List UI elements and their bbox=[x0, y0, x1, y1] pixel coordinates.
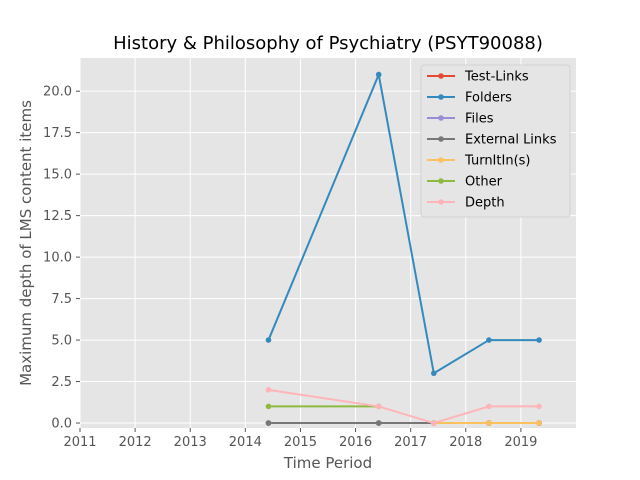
data-point bbox=[536, 420, 542, 426]
x-tick-label: 2017 bbox=[394, 435, 427, 450]
data-point bbox=[265, 403, 272, 410]
y-axis-ticks: 0.0 2.5 5.0 7.5 10.0 12.5 15.0 17.5 20.0 bbox=[43, 85, 80, 432]
data-point bbox=[486, 420, 492, 426]
legend-swatch-marker bbox=[438, 199, 444, 205]
y-tick-label: 2.5 bbox=[51, 375, 72, 390]
legend-swatch-marker bbox=[438, 115, 444, 121]
x-tick-label: 2019 bbox=[504, 435, 537, 450]
x-tick-label: 2012 bbox=[119, 435, 152, 450]
legend-entry: Test-Links bbox=[427, 70, 529, 85]
x-axis-ticks: 2011 2012 2013 2014 2015 2016 2017 2018 2019 bbox=[63, 428, 537, 450]
data-point bbox=[536, 337, 542, 343]
x-tick-label: 2018 bbox=[449, 435, 482, 450]
data-point bbox=[431, 370, 437, 377]
series-folders bbox=[265, 71, 542, 377]
chart-title: History & Philosophy of Psychiatry (PSYT… bbox=[113, 33, 543, 54]
y-tick-label: 10.0 bbox=[43, 251, 72, 266]
y-tick-label: 5.0 bbox=[51, 334, 72, 349]
legend-swatch-marker bbox=[438, 157, 444, 163]
x-tick-label: 2013 bbox=[174, 435, 207, 450]
legend-entry: Folders bbox=[427, 91, 512, 106]
legend-label: Files bbox=[465, 112, 494, 127]
legend-label: Folders bbox=[465, 91, 512, 106]
x-tick-label: 2011 bbox=[63, 435, 96, 450]
data-point bbox=[265, 387, 272, 393]
x-axis-label: Time Period bbox=[283, 454, 372, 472]
y-tick-label: 20.0 bbox=[43, 85, 72, 100]
legend-entry: Other bbox=[427, 175, 503, 190]
data-point bbox=[375, 403, 382, 410]
series-layer bbox=[265, 71, 542, 426]
legend-box bbox=[420, 64, 571, 218]
y-axis-label: Maximum depth of LMS content items bbox=[17, 100, 35, 386]
data-point bbox=[265, 420, 272, 426]
data-point bbox=[265, 337, 272, 343]
legend-swatch-marker bbox=[438, 73, 444, 79]
legend-entry: Depth bbox=[427, 196, 505, 211]
legend-label: Depth bbox=[465, 196, 505, 211]
data-point bbox=[431, 420, 437, 426]
legend-entry: Files bbox=[427, 112, 494, 127]
legend-entry: TurnItIn(s) bbox=[427, 154, 530, 169]
x-tick-label: 2014 bbox=[229, 435, 262, 450]
y-tick-label: 17.5 bbox=[43, 126, 72, 141]
data-point bbox=[375, 420, 382, 426]
legend: Test-Links Folders Files External Links Turn… bbox=[420, 64, 571, 218]
y-tick-label: 12.5 bbox=[43, 209, 72, 224]
legend-label: External Links bbox=[465, 133, 557, 148]
legend-label: Test-Links bbox=[464, 70, 529, 85]
data-point bbox=[486, 337, 492, 343]
legend-label: TurnItIn(s) bbox=[464, 154, 530, 169]
y-tick-label: 15.0 bbox=[43, 168, 72, 183]
x-tick-label: 2016 bbox=[339, 435, 372, 450]
series-depth bbox=[265, 387, 542, 426]
y-tick-label: 0.0 bbox=[51, 417, 72, 432]
data-point bbox=[536, 403, 542, 410]
legend-swatch-marker bbox=[438, 178, 444, 184]
legend-entry: External Links bbox=[427, 133, 557, 148]
legend-swatch-marker bbox=[438, 94, 444, 100]
data-point bbox=[375, 71, 382, 78]
legend-swatch-marker bbox=[438, 136, 444, 142]
y-tick-label: 7.5 bbox=[51, 292, 72, 307]
legend-label: Other bbox=[465, 175, 503, 190]
x-tick-label: 2015 bbox=[284, 435, 317, 450]
data-point bbox=[486, 403, 492, 410]
